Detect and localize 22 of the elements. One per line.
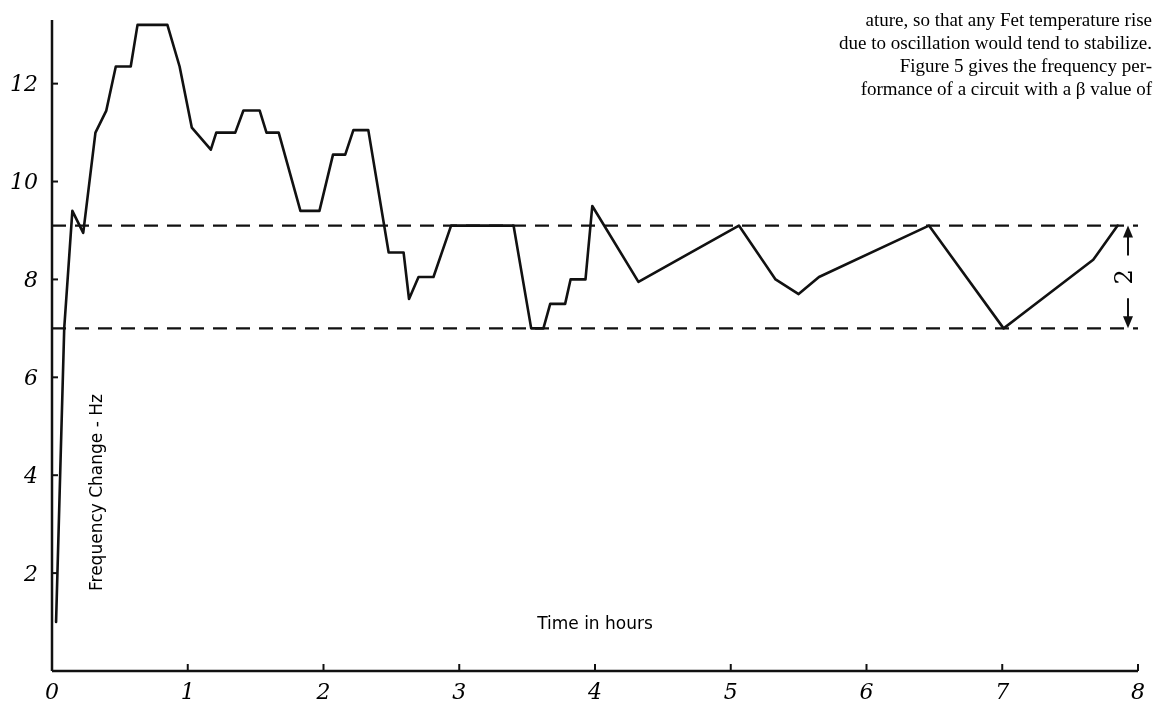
x-tick-label: 3 [452,679,467,704]
y-tick-label: 10 [10,169,38,195]
x-tick-label: 1 [180,679,195,704]
y-tick-label: 4 [23,462,38,488]
y-tick-label: 12 [10,71,38,97]
annotation: 2 [1110,269,1139,285]
annotation: Figure 5 gives the frequency per- [899,55,1152,76]
x-tick-label: 4 [587,679,602,704]
x-tick-label: 2 [315,679,331,704]
x-tick-label: 8 [1131,679,1145,704]
x-tick-label: 6 [859,679,874,704]
x-axis-title: Time in hours [536,613,653,633]
y-tick-label: 6 [24,365,38,391]
x-tick-label: 7 [995,679,1010,704]
annotation: due to oscillation would tend to stabilize. [839,32,1152,53]
y-axis-title: Frequency Change - Hz [86,393,106,591]
y-tick-label: 8 [24,267,38,293]
y-tick-label: 2 [23,560,38,586]
x-tick-label: 0 [45,679,59,704]
annotation: formance of a circuit with a β value of [860,78,1153,99]
annotation: ature, so that any Fet temperature rise [865,9,1152,30]
x-tick-label: 5 [723,679,738,704]
